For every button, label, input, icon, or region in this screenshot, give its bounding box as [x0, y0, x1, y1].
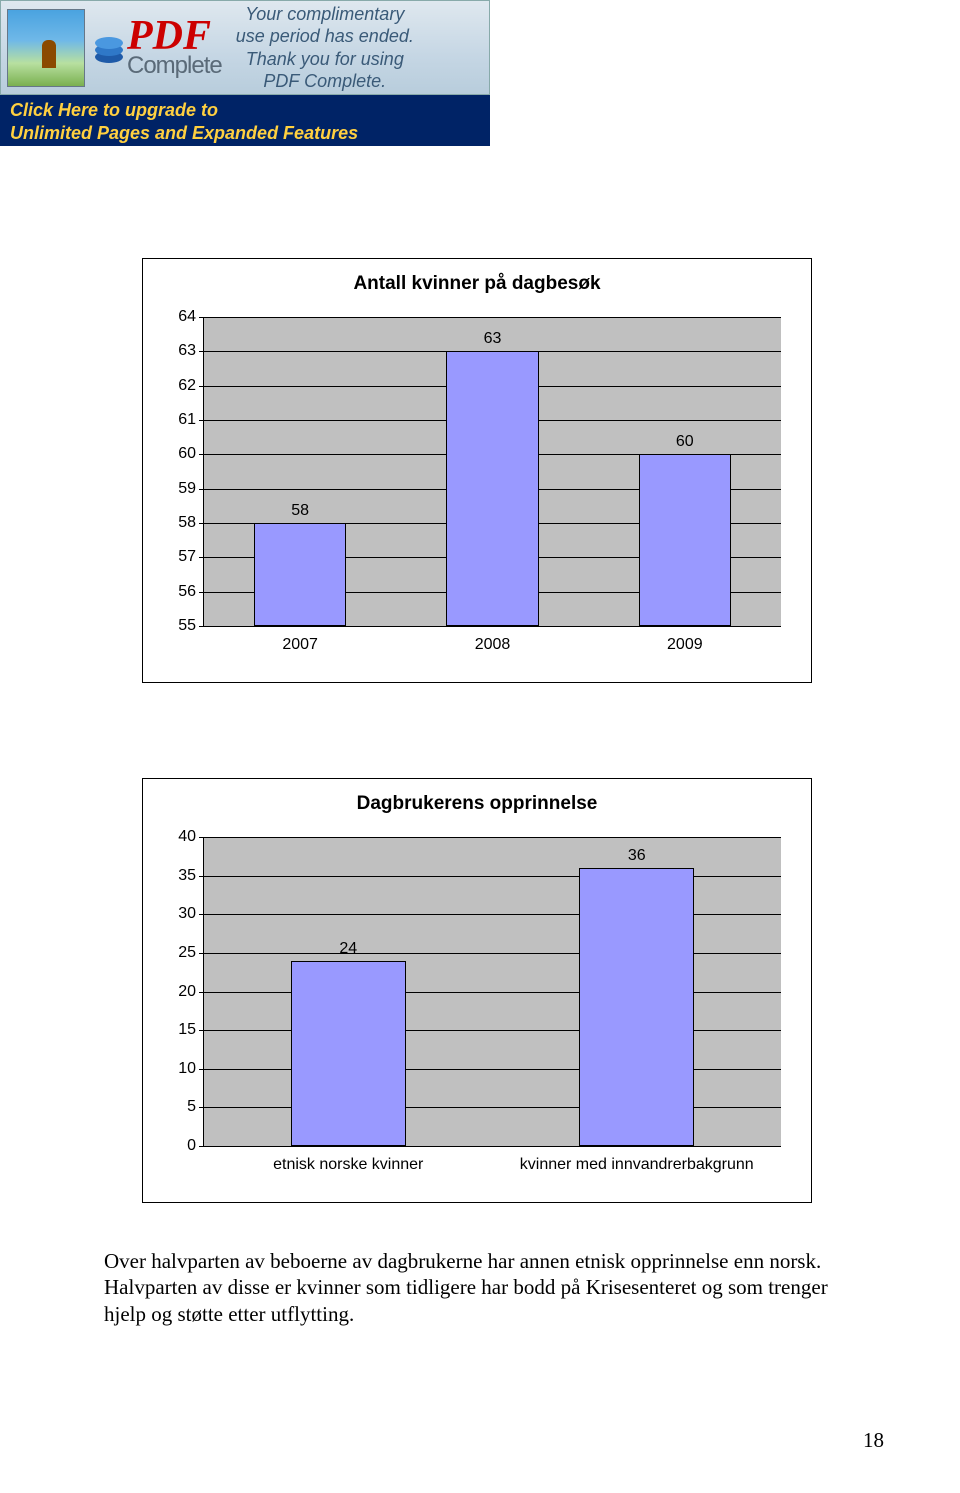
- y-tick-label: 63: [178, 342, 196, 360]
- y-tick-label: 40: [178, 828, 196, 846]
- chart-dagbrukerens-opprinnelse: Dagbrukerens opprinnelse 0 5 10 15 20 25 30 35 4…: [142, 778, 812, 1203]
- y-tick-label: 5: [187, 1098, 196, 1116]
- y-tick-label: 60: [178, 445, 196, 463]
- x-tick-label: 2007: [204, 636, 396, 654]
- x-tick-label: etnisk norske kvinner: [204, 1156, 493, 1174]
- pdf-complete-banner: PDF Complete Your complimentary use peri…: [0, 0, 490, 146]
- x-tick-label: 2008: [396, 636, 588, 654]
- chart1-title: Antall kvinner på dagbesøk: [143, 273, 811, 295]
- y-tick-label: 20: [178, 983, 196, 1001]
- y-tick-label: 62: [178, 377, 196, 395]
- y-tick-label: 15: [178, 1021, 196, 1039]
- bar-value-label: 24: [292, 940, 405, 958]
- chart2-title: Dagbrukerens opprinnelse: [143, 793, 811, 815]
- bar: 58: [254, 523, 346, 626]
- x-tick-label: 2009: [589, 636, 781, 654]
- banner-msg-line: Your complimentary: [236, 3, 414, 26]
- y-tick-label: 35: [178, 867, 196, 885]
- banner-cta-line: Unlimited Pages and Expanded Features: [10, 122, 480, 145]
- y-tick-label: 25: [178, 944, 196, 962]
- banner-msg-line: PDF Complete.: [236, 70, 414, 93]
- bar-value-label: 60: [640, 433, 730, 451]
- bar: 63: [446, 351, 538, 626]
- bar-value-label: 58: [255, 502, 345, 520]
- banner-msg-line: use period has ended.: [236, 25, 414, 48]
- y-tick-label: 61: [178, 411, 196, 429]
- y-tick-label: 57: [178, 548, 196, 566]
- bar-value-label: 36: [580, 847, 693, 865]
- banner-msg-line: Thank you for using: [236, 48, 414, 71]
- banner-message: Your complimentary use period has ended.…: [236, 3, 414, 93]
- y-tick-label: 10: [178, 1060, 196, 1078]
- body-paragraph: Over halvparten av beboerne av dagbruker…: [104, 1248, 864, 1327]
- banner-photo: [7, 9, 85, 87]
- bar-value-label: 63: [447, 330, 537, 348]
- chart2-plot: 05101520253035402436etnisk norske kvinne…: [203, 837, 781, 1147]
- chart-antall-kvinner: Antall kvinner på dagbesøk 55 56 57 58 59 60 6…: [142, 258, 812, 683]
- logo-complete-text: Complete: [127, 55, 222, 77]
- pdfcomplete-logo: PDF Complete: [93, 19, 222, 76]
- bar: 60: [639, 454, 731, 626]
- page-number: 18: [863, 1428, 884, 1453]
- y-tick-label: 64: [178, 308, 196, 326]
- banner-top: PDF Complete Your complimentary use peri…: [0, 0, 490, 95]
- bar: 24: [291, 961, 406, 1146]
- banner-cta-line: Click Here to upgrade to: [10, 99, 480, 122]
- y-tick-label: 59: [178, 480, 196, 498]
- y-tick-label: 30: [178, 905, 196, 923]
- y-tick-label: 56: [178, 583, 196, 601]
- y-tick-label: 0: [187, 1137, 196, 1155]
- bar: 36: [579, 868, 694, 1146]
- stacked-pages-icon: [93, 27, 125, 69]
- y-tick-label: 55: [178, 617, 196, 635]
- x-tick-label: kvinner med innvandrerbakgrunn: [493, 1156, 782, 1174]
- banner-cta[interactable]: Click Here to upgrade to Unlimited Pages…: [0, 95, 490, 146]
- logo-pdf-text: PDF: [127, 19, 222, 55]
- y-tick-label: 58: [178, 514, 196, 532]
- chart1-plot: 55565758596061626364586360200720082009: [203, 317, 781, 627]
